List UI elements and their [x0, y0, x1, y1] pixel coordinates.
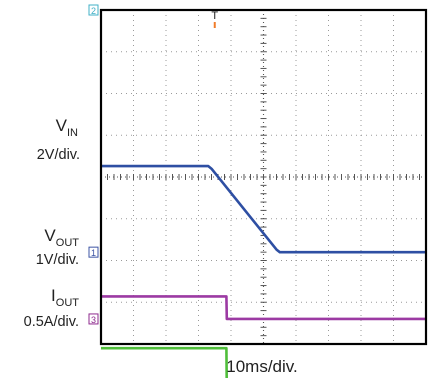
vout-scale-label: 1V/div. — [36, 252, 79, 268]
trigger-marker: T — [211, 10, 218, 28]
channel-marker-label: 1 — [91, 248, 96, 258]
vout-label: VOUT — [44, 226, 79, 249]
iout-scale-label: 0.5A/div. — [24, 314, 79, 330]
vout-label-main: V — [44, 226, 56, 245]
trigger-label: T — [211, 10, 218, 22]
iout-label-sub: OUT — [56, 297, 80, 309]
vin-label: VIN — [56, 116, 78, 139]
channel-marker-label: 2 — [91, 6, 96, 16]
channel-markers: 2134 — [88, 4, 99, 325]
waveform-traces — [101, 164, 426, 378]
vin-label-main: V — [56, 116, 68, 135]
graticule — [101, 10, 426, 344]
channel-marker-box — [88, 313, 99, 325]
channel-marker-box — [88, 4, 99, 16]
trace-vin — [101, 164, 426, 254]
x-axis-scale-label: 10ms/div. — [226, 357, 298, 376]
iout-label: IOUT — [51, 286, 79, 309]
plot-frame — [99, 8, 428, 346]
vout-label-sub: OUT — [56, 237, 80, 249]
vin-scale-label: 2V/div. — [37, 147, 80, 163]
trace-iout — [101, 346, 228, 378]
channel-marker-label: 3 — [91, 315, 96, 325]
channel-marker-box — [88, 246, 99, 258]
vin-label-sub: IN — [67, 127, 78, 139]
iout-label-main: I — [51, 286, 56, 305]
trace-vout — [101, 295, 426, 321]
